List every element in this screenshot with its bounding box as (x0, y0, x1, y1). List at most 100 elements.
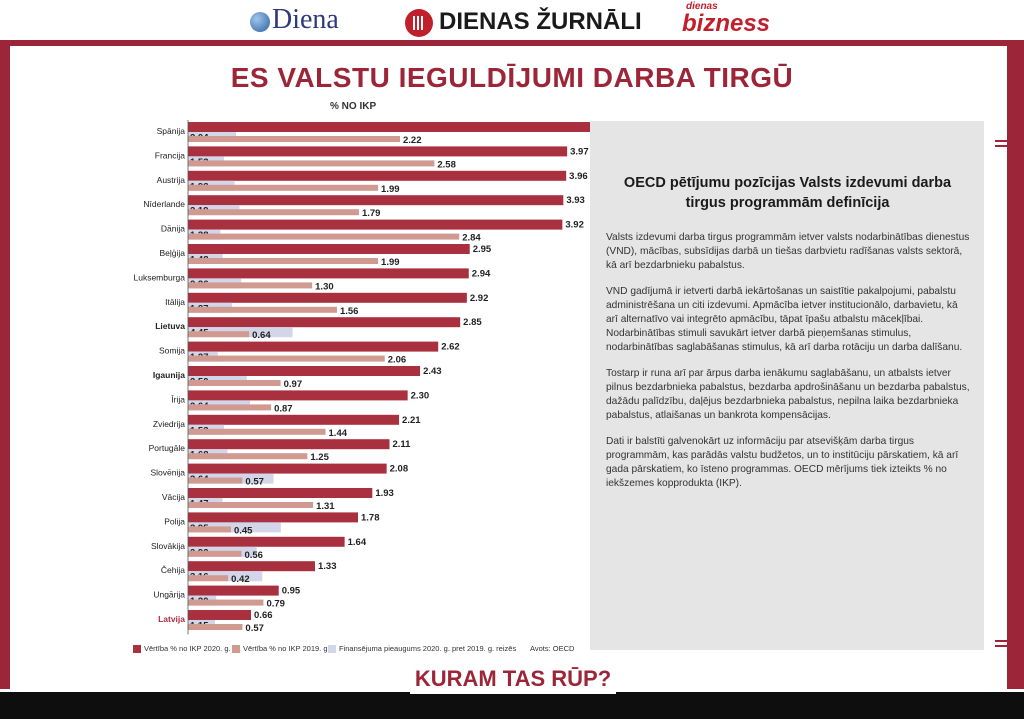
dienas-bizness-logo[interactable]: dienas bizness (682, 1, 771, 37)
legend-swatch-2020 (133, 645, 141, 654)
panel-paragraph: Dati ir balstīti galvenokārt uz informāc… (606, 436, 959, 489)
category-label: Austrija (157, 175, 186, 185)
bar-2019 (188, 355, 385, 362)
category-label: Spānija (157, 126, 186, 136)
data-label-2020: 1.33 (318, 561, 337, 572)
side-rule-bottom-2 (995, 645, 1009, 647)
bar-2019 (188, 477, 243, 484)
bar-2020 (188, 170, 567, 181)
bar-chart: 4.542.042.22Spānija3.971.532.58Francija3… (133, 120, 590, 635)
category-label: Beļģija (159, 248, 185, 258)
globe-icon (250, 11, 270, 32)
bar-2020 (188, 414, 400, 425)
bar-2020 (188, 610, 252, 620)
data-label-2020: 2.30 (411, 390, 430, 401)
data-label-2020: 0.66 (254, 610, 273, 621)
bar-2019 (188, 209, 359, 216)
data-label-2019: 2.06 (388, 355, 407, 366)
category-label: Luksemburga (133, 272, 185, 282)
category-label: Dānija (161, 224, 185, 234)
data-label-2020: 2.94 (472, 268, 491, 279)
category-label: Zviedrija (153, 419, 185, 429)
data-label-2019: 0.64 (252, 330, 271, 341)
category-label: Nīderlande (143, 199, 185, 209)
legend-item-2019: Vērtība % no IKP 2019. g. (232, 644, 330, 654)
bar-2019 (188, 550, 242, 557)
bar-2020 (188, 122, 590, 132)
data-label-2020: 1.78 (361, 512, 380, 523)
category-label: Somija (159, 346, 185, 356)
data-label-2020: 2.43 (423, 366, 442, 377)
data-label-2019: 2.58 (437, 159, 456, 170)
bar-2019 (188, 428, 326, 435)
bar-2020 (188, 146, 568, 157)
data-label-2020: 2.62 (441, 342, 460, 353)
category-label: Slovēnija (151, 468, 186, 478)
bar-2020 (188, 366, 421, 376)
bar-2020 (188, 390, 408, 401)
bar-2020 (188, 244, 470, 254)
bar-2020 (188, 536, 345, 547)
bar-2020 (188, 512, 358, 523)
data-label-2019: 0.56 (244, 550, 262, 561)
side-rule-bottom (995, 640, 1009, 642)
category-label: Itālija (165, 297, 185, 307)
legend-swatch-2019 (232, 645, 240, 654)
bottom-bar (0, 692, 1024, 719)
legend-item-growth: Finansējuma pieaugums 2020. g. pret 2019… (328, 644, 516, 654)
bar-2019 (188, 502, 314, 508)
bar-2019 (188, 282, 313, 289)
bar-2020 (188, 463, 387, 474)
legend-item-2020: Vērtība % no IKP 2020. g. (133, 644, 231, 654)
category-label: Ungārija (153, 590, 185, 600)
dienas-zurnali-logo[interactable]: DIENAS ŽURNĀLI (405, 8, 642, 37)
side-rule-top (995, 140, 1009, 142)
category-label: Portugāle (149, 443, 186, 453)
bar-2019 (188, 404, 272, 411)
category-label: Polija (164, 516, 185, 526)
data-label-2019: 0.45 (234, 525, 253, 536)
panel-paragraph: Valsts izdevumi darba tirgus programmām … (606, 232, 970, 271)
bar-2019 (188, 624, 243, 630)
bar-2020 (188, 268, 469, 279)
data-label-2019: 1.56 (340, 306, 359, 317)
dienas-zurnali-mark-icon (405, 8, 433, 37)
data-label-2019: 2.84 (462, 233, 481, 244)
bar-2020 (188, 195, 564, 206)
bar-2019 (188, 184, 379, 191)
bar-2020 (188, 219, 563, 230)
data-label-2019: 1.79 (362, 208, 381, 219)
bar-growth (188, 522, 281, 533)
unit-label: % NO IKP (330, 101, 377, 112)
bar-2020 (188, 488, 373, 498)
bar-2019 (188, 306, 337, 313)
data-label-2020: 1.64 (348, 537, 367, 548)
footer-title: KURAM TAS RŪP? (410, 664, 616, 694)
data-label-2019: 0.57 (245, 623, 264, 634)
data-label-2020: 3.96 (569, 171, 588, 182)
category-label: Čehija (161, 565, 185, 575)
legend-swatch-growth (328, 645, 336, 654)
category-label: Latvija (158, 614, 185, 624)
data-label-2019: 0.42 (231, 574, 250, 585)
bar-2020 (188, 561, 316, 572)
category-label: Francija (155, 150, 186, 160)
data-label-2019: 0.87 (274, 403, 293, 414)
category-label: Vācija (162, 492, 185, 502)
page-title: ES VALSTU IEGULDĪJUMI DARBA TIRGŪ (230, 62, 794, 93)
category-label: Slovākija (151, 541, 185, 551)
bar-2019 (188, 160, 435, 167)
bar-2019 (188, 233, 460, 240)
bar-2019 (188, 136, 401, 142)
data-label-2020: 3.93 (566, 195, 585, 206)
data-label-2020: 3.97 (570, 146, 589, 157)
data-label-2020: 2.11 (393, 439, 412, 450)
data-label-2020: 3.92 (565, 220, 584, 231)
bar-2020 (188, 439, 390, 450)
bar-2020 (188, 292, 467, 303)
data-label-2019: 0.79 (266, 599, 285, 610)
publisher-header: Diena DIENAS ŽURNĀLI dienas bizness (0, 0, 1024, 40)
data-label-2020: 1.93 (375, 488, 394, 499)
panel-paragraph: VND gadījumā ir ietverti darbā iekārtoša… (606, 286, 963, 353)
diena-logo[interactable]: Diena (250, 4, 339, 36)
